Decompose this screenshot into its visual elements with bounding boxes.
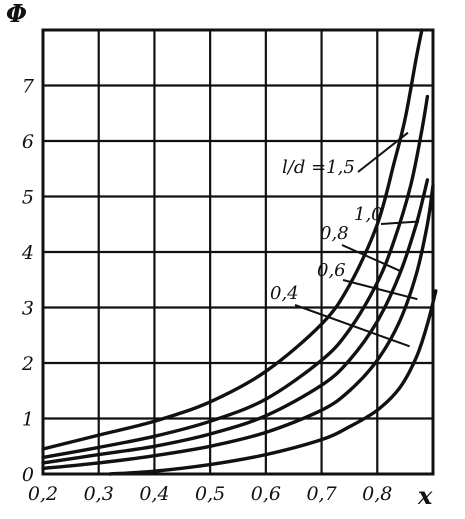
grid bbox=[41, 28, 435, 476]
series-label-3: 0,6 bbox=[317, 260, 346, 281]
x-tick-label: 0,3 bbox=[84, 483, 114, 505]
x-tick-label: 0,8 bbox=[362, 483, 392, 505]
series-leader-0 bbox=[357, 131, 409, 173]
series-leader-4 bbox=[294, 304, 410, 348]
y-tick-label: 5 bbox=[22, 187, 34, 209]
x-axis-label: x bbox=[417, 481, 433, 510]
y-axis-label: Φ bbox=[6, 0, 27, 28]
series-line-2 bbox=[41, 178, 430, 465]
x-tick-label: 0,7 bbox=[306, 483, 337, 505]
y-tick-label: 4 bbox=[21, 242, 34, 264]
y-tick-label: 0 bbox=[22, 464, 34, 486]
series-line-1 bbox=[41, 94, 430, 460]
series-leader-2 bbox=[341, 244, 402, 273]
x-tick-label: 0,6 bbox=[251, 483, 281, 505]
series-label-2: 0,8 bbox=[320, 223, 349, 244]
series-leader-3 bbox=[342, 279, 418, 301]
y-tick-label: 2 bbox=[21, 353, 34, 375]
y-tick-label: 1 bbox=[22, 409, 34, 431]
x-tick-label: 0,2 bbox=[28, 483, 58, 505]
series-label-1: 1,0 bbox=[354, 204, 383, 225]
x-tick-label: 0,5 bbox=[195, 483, 225, 505]
curves bbox=[41, 28, 438, 476]
y-tick-label: 6 bbox=[22, 131, 34, 153]
x-tick-label: 0,4 bbox=[139, 483, 169, 505]
series-label-4: 0,4 bbox=[270, 283, 299, 304]
series-label-0: l/d =1,5 bbox=[282, 157, 355, 178]
series-leader-1 bbox=[380, 220, 420, 225]
label-leaders bbox=[294, 131, 420, 348]
labels: Φ x 0,2 0,3 0,4 0,5 0,6 0,7 0,8 0 1 2 3 4 5 6 7 l/d =1,… bbox=[6, 0, 433, 510]
series-line-0 bbox=[41, 28, 424, 451]
series-line-3 bbox=[41, 183, 435, 471]
y-tick-label: 3 bbox=[22, 298, 34, 320]
y-tick-label: 7 bbox=[22, 76, 35, 98]
series-line-4 bbox=[108, 289, 438, 476]
